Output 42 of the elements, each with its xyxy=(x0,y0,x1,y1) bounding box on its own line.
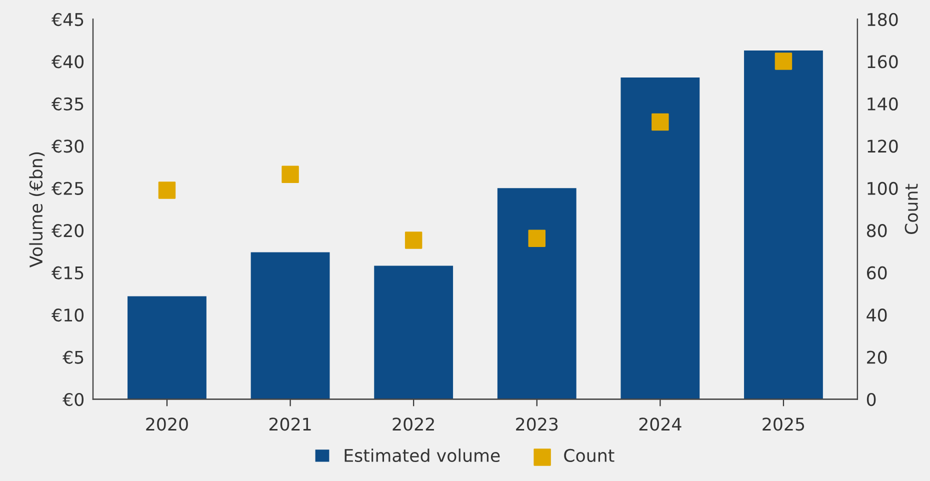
bar xyxy=(620,78,700,400)
point xyxy=(404,232,422,249)
y-tick-label: €40 xyxy=(52,55,84,68)
point xyxy=(652,113,669,131)
point xyxy=(282,166,299,184)
y2-tick-label: 80 xyxy=(866,224,887,238)
legend-label: Estimated volume xyxy=(344,448,500,462)
point xyxy=(774,52,792,70)
y-tick-label: €45 xyxy=(52,12,84,26)
y2-tick-label: 0 xyxy=(866,392,876,406)
y-tick-label: €20 xyxy=(52,224,84,238)
x-tick-label: 2021 xyxy=(269,418,311,431)
bar xyxy=(128,296,206,400)
y2-tick-label: 160 xyxy=(868,55,898,68)
point xyxy=(528,230,546,247)
y-tick-label: €30 xyxy=(52,140,84,153)
y2-tick-label: 40 xyxy=(866,308,887,322)
y2-tick-label: 140 xyxy=(868,97,898,111)
y2-tick-label: 20 xyxy=(867,350,887,364)
y-tick-label: €35 xyxy=(52,97,84,111)
bar xyxy=(744,50,823,400)
x-tick-label: 2020 xyxy=(146,418,188,431)
y-tick-label: €0 xyxy=(62,392,84,406)
x-tick-label: 2025 xyxy=(762,418,804,431)
y2-tick-label: 180 xyxy=(868,12,898,26)
y2-tick-label: 100 xyxy=(868,182,898,195)
point xyxy=(158,182,176,199)
y2-axis-title: Count xyxy=(904,184,918,234)
x-tick-label: 2023 xyxy=(516,418,558,431)
legend-label: Count xyxy=(564,448,614,462)
y2-tick-label: 120 xyxy=(868,140,898,153)
y-tick-label: €5 xyxy=(62,350,84,364)
y-axis-title: Volume (€bn) xyxy=(29,152,45,268)
y2-tick-label: 60 xyxy=(867,266,887,280)
x-tick-label: 2024 xyxy=(639,418,682,431)
bar xyxy=(374,266,454,400)
bar xyxy=(497,188,576,400)
y-tick-label: €10 xyxy=(52,308,84,322)
y-tick-label: €25 xyxy=(52,182,84,195)
x-tick-label: 2022 xyxy=(392,418,434,431)
bar xyxy=(250,252,330,400)
y-tick-label: €15 xyxy=(52,266,84,280)
